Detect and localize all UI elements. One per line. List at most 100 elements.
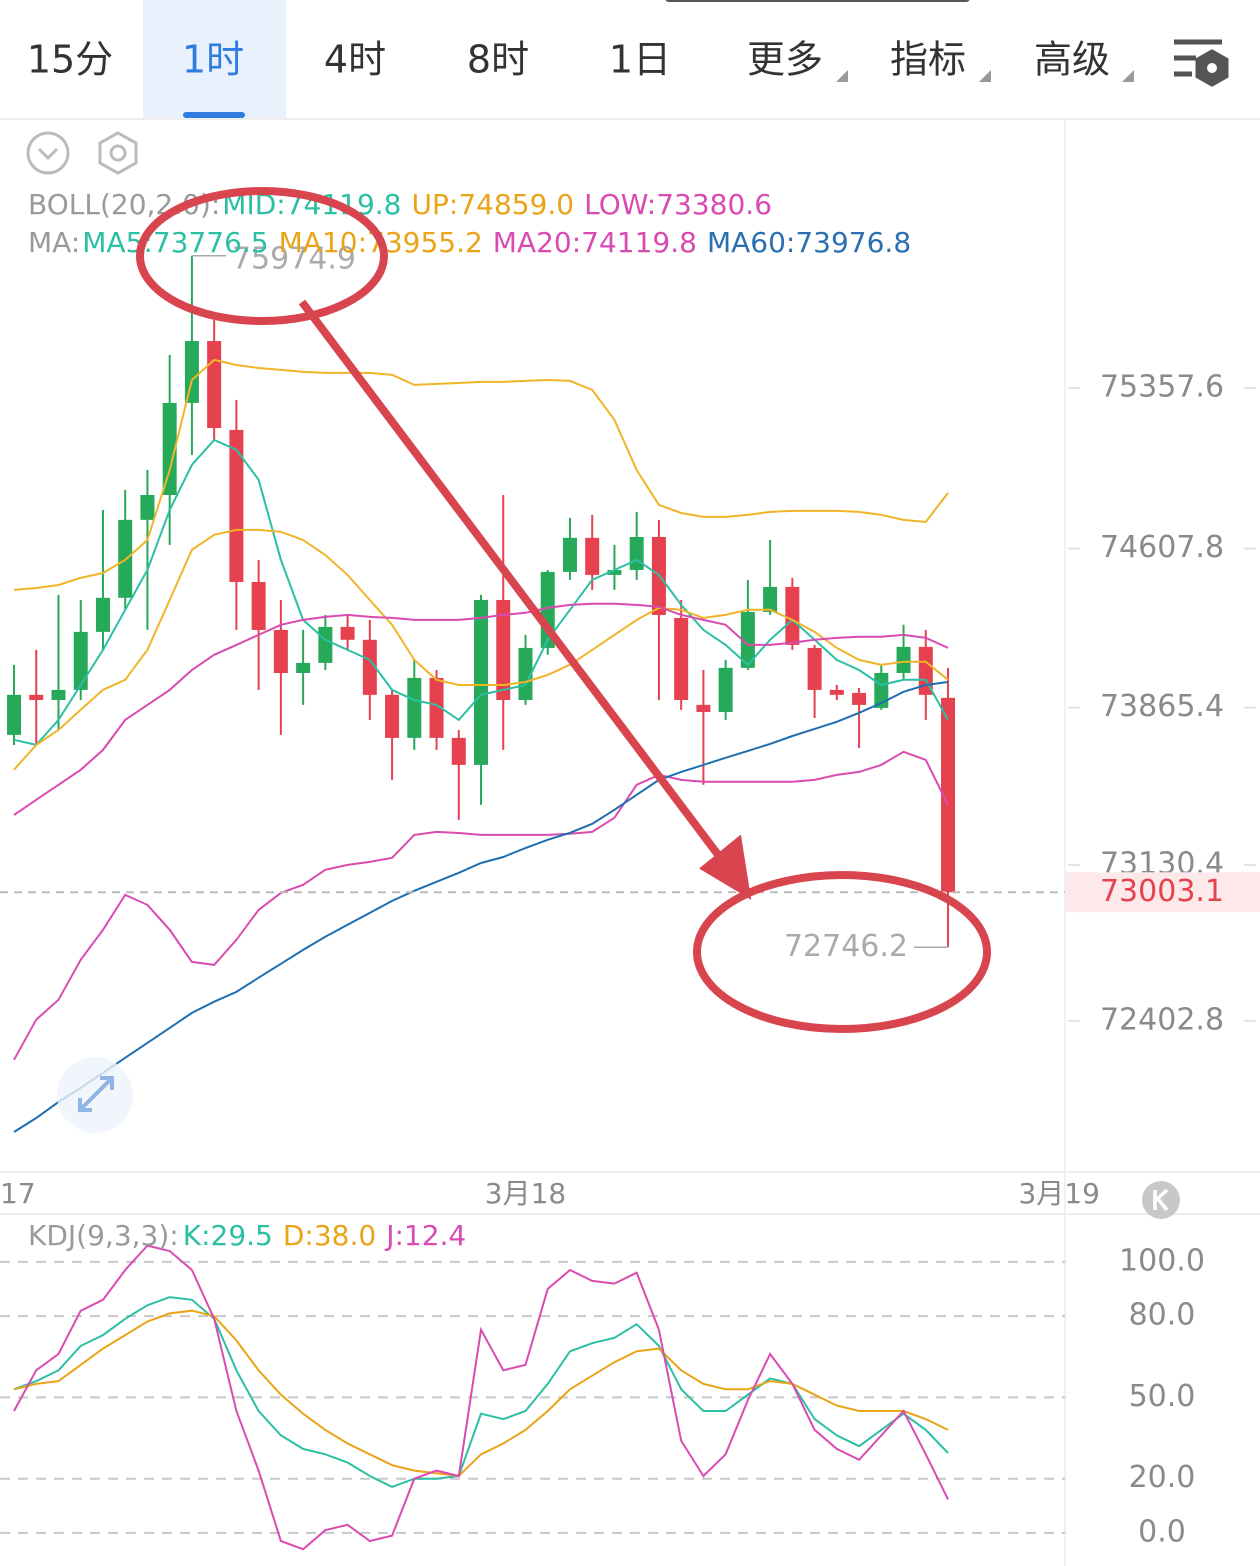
candle-body (95, 597, 110, 632)
candle-body (184, 341, 199, 403)
candle-body (229, 429, 244, 582)
candle-body (918, 646, 933, 695)
indicator-line (13, 358, 949, 591)
last-price-label: 73003.1 (1100, 874, 1224, 909)
collapse-icon-chevron (37, 147, 59, 161)
indicator-line (13, 681, 949, 1133)
panel (7, 255, 956, 1133)
legend-row: KDJ(9,3,3): K:29.5 D:38.0 J:12.4 (28, 1219, 466, 1252)
candle-body (562, 537, 577, 572)
tab-bar: 15分 1时 4时 8时 1日 更多 指标 高级 (27, 38, 1110, 82)
candle-body (7, 694, 22, 735)
candle-body (362, 639, 377, 695)
notch (665, 0, 970, 2)
candle-body (140, 495, 155, 520)
dropdown-arrow (1122, 70, 1134, 82)
candle-body (496, 599, 511, 700)
collapse-icon[interactable] (26, 131, 70, 175)
legend-item: K:29.5 (183, 1219, 273, 1252)
legend-item: MA5:73776.5 (82, 226, 268, 259)
legend-row: MA:MA5:73776.5 MA10:73955.2 MA20:74119.8 MA… (28, 226, 911, 259)
candle-body (207, 341, 222, 428)
y-tick-label: 75357.6 (1100, 370, 1224, 405)
candle-body (807, 647, 822, 690)
candle-body (696, 704, 711, 712)
candle-body (896, 646, 911, 673)
candle-body (518, 647, 533, 700)
y-tick-label: 80.0 (1129, 1298, 1196, 1333)
tab[interactable]: 1日 (609, 38, 671, 82)
y-tick-label: 100.0 (1119, 1243, 1205, 1278)
settings-hex-icon-dot (109, 144, 127, 162)
active-tab-underline (183, 112, 245, 118)
candle-body (607, 569, 622, 575)
y-tick-label: 50.0 (1129, 1379, 1196, 1414)
expand-icon[interactable] (57, 1057, 133, 1133)
low-label: 72746.2 (784, 929, 908, 964)
candle-body (51, 689, 66, 700)
candle-body (451, 737, 466, 765)
legend-item: D:38.0 (283, 1219, 376, 1252)
x-tick-label: 17 (0, 1177, 36, 1210)
y-tick-label: 0.0 (1138, 1514, 1186, 1549)
settings-icon[interactable] (1174, 39, 1229, 87)
x-tick-label: 3月19 (1018, 1177, 1099, 1210)
tab[interactable]: 更多 (747, 38, 823, 82)
candle-body (585, 537, 600, 575)
legend-item: MA60:73976.8 (707, 226, 911, 259)
candle-body (251, 581, 266, 630)
x-tick-label: 3月18 (485, 1177, 566, 1210)
k-icon[interactable] (1142, 1181, 1180, 1219)
candle-body (318, 626, 333, 663)
candle-body (385, 694, 400, 738)
y-tick-label: 20.0 (1129, 1460, 1196, 1495)
indicator-line (13, 602, 949, 816)
candle-body (785, 586, 800, 645)
active-tab-bg (143, 0, 286, 118)
dropdown-arrow (979, 70, 991, 82)
tab[interactable]: 15分 (27, 38, 113, 82)
legend-item: MA20:74119.8 (493, 226, 697, 259)
candle-body (474, 599, 489, 765)
candle-body (296, 662, 311, 673)
candle-body (429, 677, 444, 738)
candle-body (273, 629, 288, 673)
candle-body (674, 617, 689, 700)
candle-body (629, 536, 644, 570)
candle-body (162, 402, 177, 496)
tab[interactable]: 指标 (890, 38, 966, 82)
legend-item: J:12.4 (384, 1219, 466, 1252)
legend-item: LOW:73380.6 (584, 188, 772, 221)
y-tick-label: 72402.8 (1100, 1002, 1224, 1037)
candle-body (941, 697, 956, 893)
last-price-badge (1066, 872, 1260, 913)
candle-body (29, 694, 44, 700)
indicator-line (13, 1244, 949, 1551)
panel (0, 1244, 1065, 1551)
candle-body (73, 631, 88, 690)
dropdown-arrow (836, 70, 848, 82)
annotation (136, 187, 991, 1033)
high-label: 75974.9 (232, 241, 356, 276)
tab[interactable]: 高级 (1034, 38, 1110, 82)
tab[interactable]: 1时 (182, 38, 244, 82)
chart-title: KDJ(9,3,3): (28, 1219, 179, 1252)
candle-body (740, 611, 755, 668)
y-tick-label: 73865.4 (1100, 689, 1224, 724)
candle-body (407, 677, 422, 738)
tab[interactable]: 8时 (467, 38, 529, 82)
tab[interactable]: 4时 (324, 38, 386, 82)
legend-item: UP:74859.0 (412, 188, 575, 221)
indicator-line (13, 528, 949, 771)
indicator-line (13, 750, 949, 1061)
candle-body (340, 626, 355, 640)
legend-row: BOLL(20,2.0):MID:74119.8 UP:74859.0 LOW:73… (28, 188, 772, 221)
candle-body (763, 586, 778, 612)
legend-label: MA: (28, 226, 80, 259)
candle-body (852, 692, 867, 705)
candle-body (718, 667, 733, 712)
settings-hex-icon[interactable] (98, 131, 138, 175)
candle-body (829, 689, 844, 695)
